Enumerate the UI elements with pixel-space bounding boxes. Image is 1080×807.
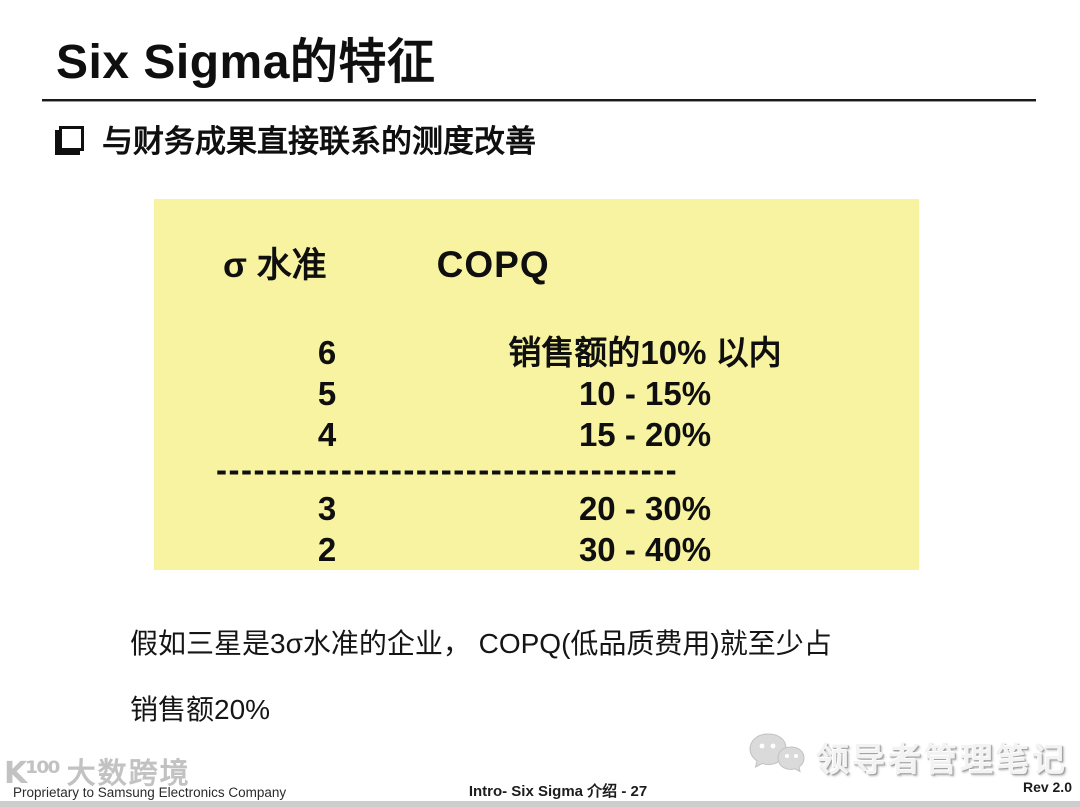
table-row: 4 15 - 20% — [154, 414, 919, 455]
dashed-divider: ------------------------------------- — [216, 455, 679, 488]
copq-value: 10 - 15% — [578, 375, 712, 412]
chat-bubbles-icon — [748, 731, 806, 782]
copq-value: 销售额的10% 以内 — [508, 334, 782, 371]
watermark-bottom-right: 领导者管理笔记 — [748, 731, 1068, 782]
table-row: 5 10 - 15% — [154, 373, 919, 414]
copq-value: 20 - 30% — [578, 490, 712, 527]
copq-header: COPQ — [436, 244, 550, 285]
sigma-level-header: σ 水准 — [223, 246, 327, 285]
sigma-level-value: 6 — [317, 334, 337, 371]
table-row: 6 销售额的10% 以内 — [154, 332, 919, 373]
sigma-level-value: 4 — [317, 416, 337, 453]
bullet-line: 与财务成果直接联系的测度改善 — [55, 116, 536, 161]
footer-proprietary-text: Proprietary to Samsung Electronics Compa… — [13, 785, 287, 800]
copq-value: 15 - 20% — [578, 416, 712, 453]
copq-table-header: σ 水准 COPQ — [223, 237, 550, 288]
page-title: Six Sigma的特征 — [56, 36, 436, 89]
note-text-line2: 销售额20% — [130, 694, 271, 725]
checkbox-bullet-icon — [59, 126, 84, 151]
bottom-edge-strip — [0, 801, 1080, 807]
footer-slide-label: Intro- Six Sigma 介绍 - 27 — [468, 783, 648, 800]
bullet-text: 与财务成果直接联系的测度改善 — [102, 124, 536, 159]
table-row: 2 30 - 40% — [154, 529, 919, 570]
footer-revision: Rev 2.0 — [1022, 779, 1072, 795]
table-row: 3 20 - 30% — [154, 488, 919, 529]
copq-table-rows: 6 销售额的10% 以内 5 10 - 15% 4 15 - 20% -----… — [154, 332, 919, 570]
sigma-level-value: 5 — [317, 375, 337, 412]
watermark-right-text: 领导者管理笔记 — [816, 740, 1068, 778]
note-text-line1: 假如三星是3σ水准的企业， COPQ(低品质费用)就至少占 — [130, 628, 832, 659]
sigma-level-value: 3 — [317, 490, 337, 527]
copq-value: 30 - 40% — [578, 531, 712, 568]
title-underline — [42, 99, 1036, 102]
copq-table: σ 水准 COPQ 6 销售额的10% 以内 5 10 - 15% 4 15 -… — [154, 199, 919, 570]
sigma-level-value: 2 — [317, 531, 337, 568]
